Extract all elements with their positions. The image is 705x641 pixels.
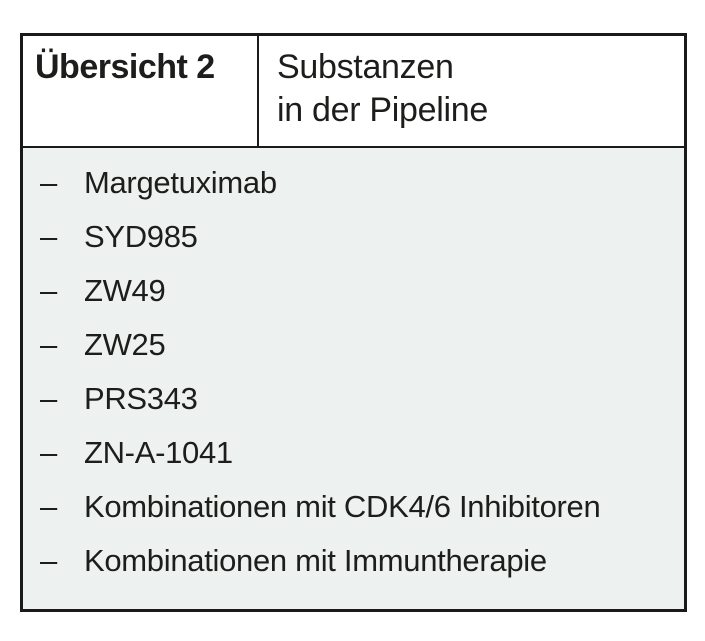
list-item: – PRS343 [23, 372, 684, 426]
dash-bullet: – [40, 273, 57, 308]
list-item-label: ZN-A-1041 [83, 435, 233, 470]
overview-title: Substanzen in der Pipeline [259, 36, 488, 146]
overview-header: Übersicht 2 Substanzen in der Pipeline [23, 36, 684, 148]
overview-box: Übersicht 2 Substanzen in der Pipeline –… [20, 33, 687, 612]
list-item: – Margetuximab [23, 156, 684, 210]
list-item-label: Margetuximab [83, 165, 277, 200]
dash-bullet: – [40, 219, 57, 254]
list-item-label: Kombinationen mit CDK4/6 Inhibitoren [83, 489, 601, 524]
list-item: – ZW25 [23, 318, 684, 372]
dash-bullet: – [40, 489, 57, 524]
dash-bullet: – [40, 327, 57, 362]
list-item: – Kombinationen mit CDK4/6 Inhibitoren [23, 480, 684, 534]
list-item-label: ZW49 [83, 273, 166, 308]
list-item: – SYD985 [23, 210, 684, 264]
list-item-label: PRS343 [83, 381, 198, 416]
list-item-label: SYD985 [83, 219, 198, 254]
substance-list: – Margetuximab – SYD985 – ZW49 – ZW25 – … [23, 156, 684, 588]
list-item: – ZN-A-1041 [23, 426, 684, 480]
dash-bullet: – [40, 165, 57, 200]
overview-label: Übersicht 2 [23, 36, 259, 146]
list-item-label: Kombinationen mit Immuntherapie [83, 543, 547, 578]
dash-bullet: – [40, 381, 57, 416]
list-item: – Kombinationen mit Immuntherapie [23, 534, 684, 588]
overview-body: – Margetuximab – SYD985 – ZW49 – ZW25 – … [23, 148, 684, 609]
overview-title-line1: Substanzen [277, 48, 454, 86]
list-item: – ZW49 [23, 264, 684, 318]
dash-bullet: – [40, 543, 57, 578]
dash-bullet: – [40, 435, 57, 470]
overview-title-line2: in der Pipeline [277, 91, 488, 129]
list-item-label: ZW25 [83, 327, 166, 362]
